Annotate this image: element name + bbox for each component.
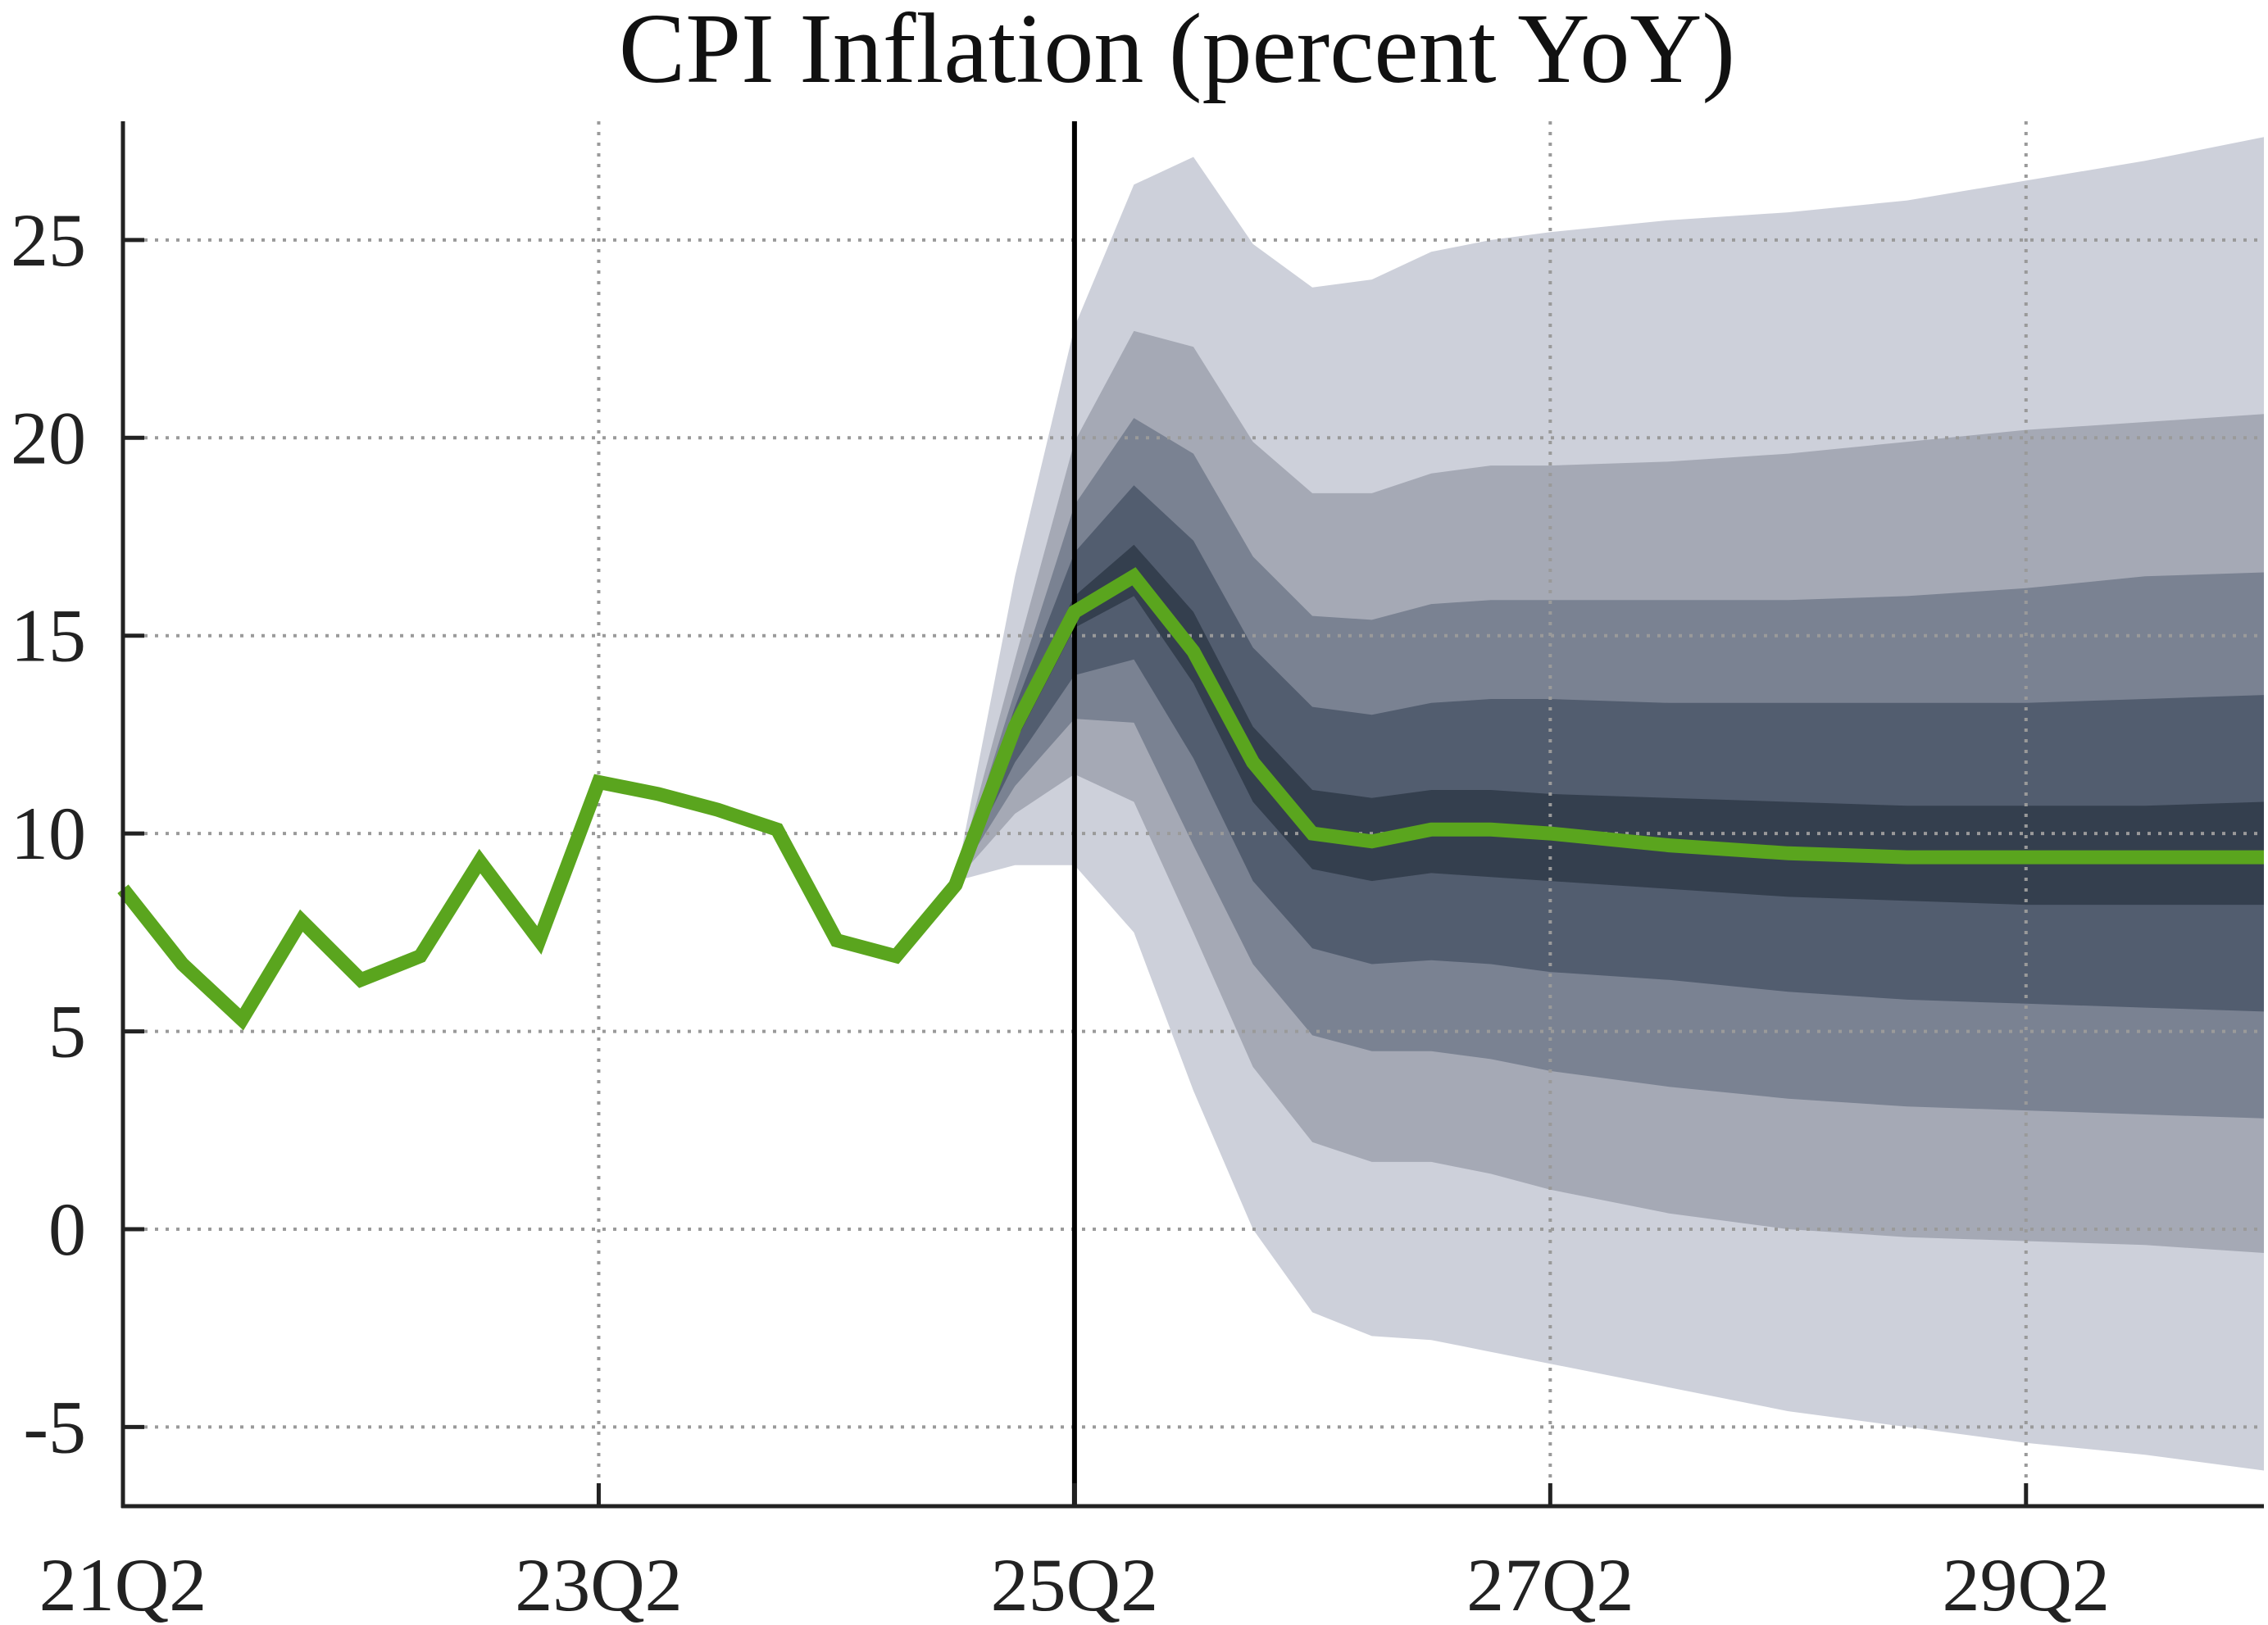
tick-labels: 25 20 15 10 5 0 -5 21Q2 23Q2 25Q2 27Q2 29Q2 <box>11 198 2110 1625</box>
y-tick-label: 20 <box>11 396 86 479</box>
y-tick-label: 5 <box>48 990 86 1073</box>
y-tick-label: -5 <box>23 1385 86 1468</box>
x-tick-label: 25Q2 <box>991 1543 1158 1625</box>
data-lines <box>117 121 2264 1506</box>
x-tick-label: 27Q2 <box>1466 1543 1634 1625</box>
x-tick-label: 23Q2 <box>515 1543 682 1625</box>
axes <box>120 121 2264 1509</box>
y-tick-label: 15 <box>11 594 86 678</box>
y-tick-label: 25 <box>11 198 86 282</box>
fan-band-inner <box>955 544 2264 906</box>
chart-title: CPI Inflation (percent YoY) <box>619 0 1735 104</box>
x-tick-label: 21Q2 <box>39 1543 207 1625</box>
forecast-median-line <box>948 567 2264 887</box>
y-tick-label: 10 <box>11 792 86 875</box>
history-line <box>117 608 1081 1031</box>
y-tick-label: 0 <box>48 1187 86 1271</box>
fan-bands <box>955 137 2264 1471</box>
x-tick-label: 29Q2 <box>1943 1543 2110 1625</box>
